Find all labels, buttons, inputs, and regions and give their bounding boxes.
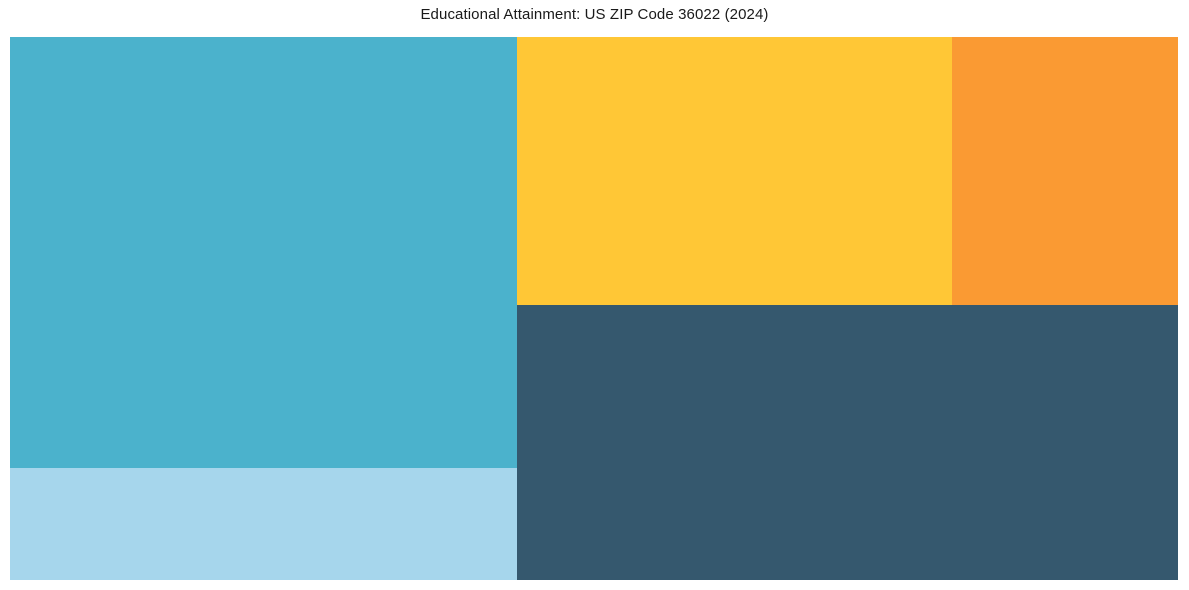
treemap-tile[interactable]: Less than high school bbox=[10, 468, 517, 580]
chart-title: Educational Attainment: US ZIP Code 3602… bbox=[420, 6, 769, 23]
treemap-tile-label: High school graduate bbox=[16, 41, 129, 55]
treemap-tile[interactable]: Bachelor's degree bbox=[517, 37, 952, 305]
treemap-tile[interactable]: Some college, no degree bbox=[517, 305, 1178, 580]
treemap-tile-label: Less than high school bbox=[16, 472, 132, 486]
treemap-tile-label: Associate's degree bbox=[958, 41, 1059, 55]
treemap-tile[interactable]: High school graduate bbox=[10, 37, 517, 468]
treemap-plot-area: High school graduate Less than high schoo… bbox=[10, 37, 1178, 580]
treemap-tile-label: Bachelor's degree bbox=[523, 41, 619, 55]
treemap-tile-label: Some college, no degree bbox=[523, 309, 656, 323]
treemap-tile[interactable]: Associate's degree bbox=[952, 37, 1178, 305]
